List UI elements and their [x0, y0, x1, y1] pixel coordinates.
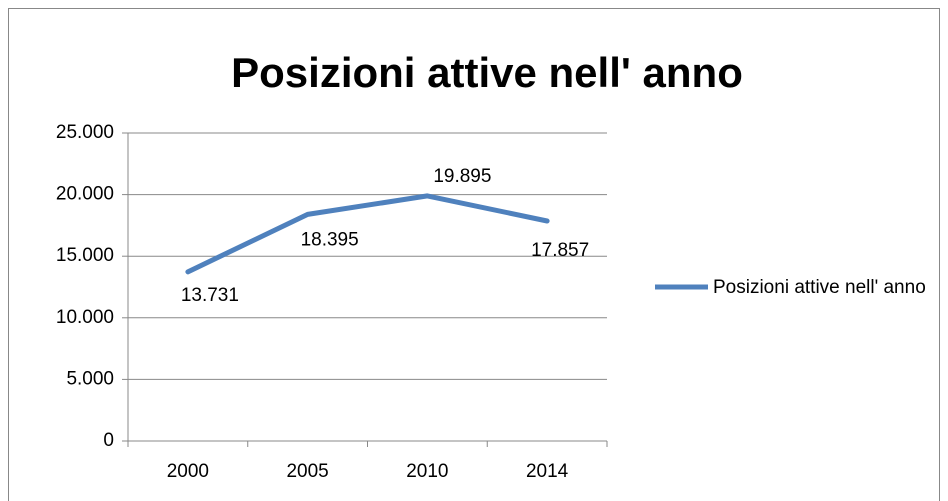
data-label: 18.395 — [301, 229, 359, 250]
data-label: 17.857 — [531, 240, 589, 261]
y-tick-label: 10.000 — [56, 307, 114, 328]
x-tick-label: 2010 — [406, 461, 448, 482]
y-tick-label: 20.000 — [56, 184, 114, 205]
y-tick-label: 25.000 — [56, 122, 114, 143]
data-label: 19.895 — [433, 166, 491, 187]
x-tick-label: 2000 — [167, 461, 209, 482]
y-tick-label: 0 — [103, 430, 114, 451]
y-tick-label: 15.000 — [56, 245, 114, 266]
x-tick-label: 2005 — [286, 461, 328, 482]
chart-title: Posizioni attive nell' anno — [231, 49, 743, 96]
y-tick-label: 5.000 — [66, 368, 114, 389]
line-series — [185, 193, 550, 275]
chart-border — [8, 8, 940, 501]
data-label: 13.731 — [181, 285, 239, 306]
legend-label: Posizioni attive nell' anno — [713, 277, 926, 298]
x-tick-label: 2014 — [526, 461, 569, 482]
